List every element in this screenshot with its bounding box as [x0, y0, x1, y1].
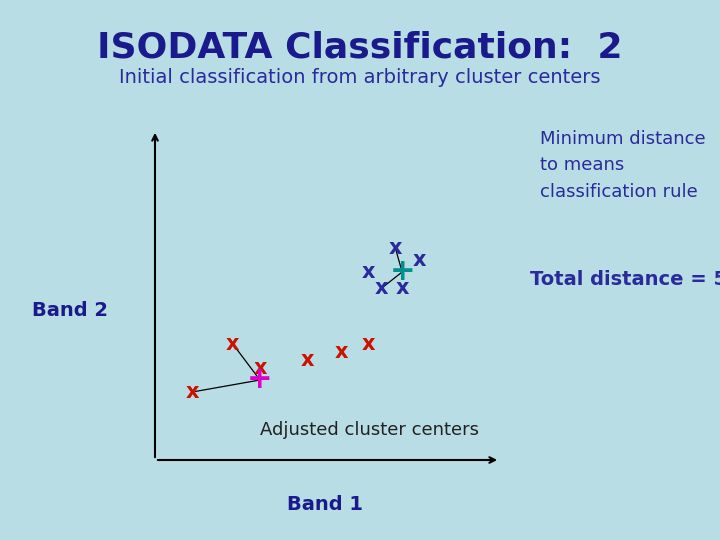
- Text: x: x: [335, 342, 348, 362]
- Text: x: x: [186, 382, 199, 402]
- Text: +: +: [390, 258, 415, 287]
- Text: Initial classification from arbitrary cluster centers: Initial classification from arbitrary cl…: [120, 68, 600, 87]
- Text: x: x: [361, 262, 375, 282]
- Text: x: x: [389, 238, 402, 258]
- Text: Band 1: Band 1: [287, 496, 363, 515]
- Text: Minimum distance
to means
classification rule: Minimum distance to means classification…: [540, 130, 706, 201]
- Text: Adjusted cluster centers: Adjusted cluster centers: [261, 421, 480, 439]
- Text: x: x: [253, 358, 266, 378]
- Text: x: x: [361, 334, 375, 354]
- Text: x: x: [375, 278, 389, 298]
- Text: +: +: [247, 366, 273, 395]
- Text: x: x: [413, 250, 426, 270]
- Text: x: x: [300, 350, 314, 370]
- Text: x: x: [395, 278, 409, 298]
- Text: Band 2: Band 2: [32, 300, 108, 320]
- Text: Total distance = 54: Total distance = 54: [530, 270, 720, 289]
- Text: x: x: [226, 334, 240, 354]
- Text: ISODATA Classification:  2: ISODATA Classification: 2: [97, 30, 623, 64]
